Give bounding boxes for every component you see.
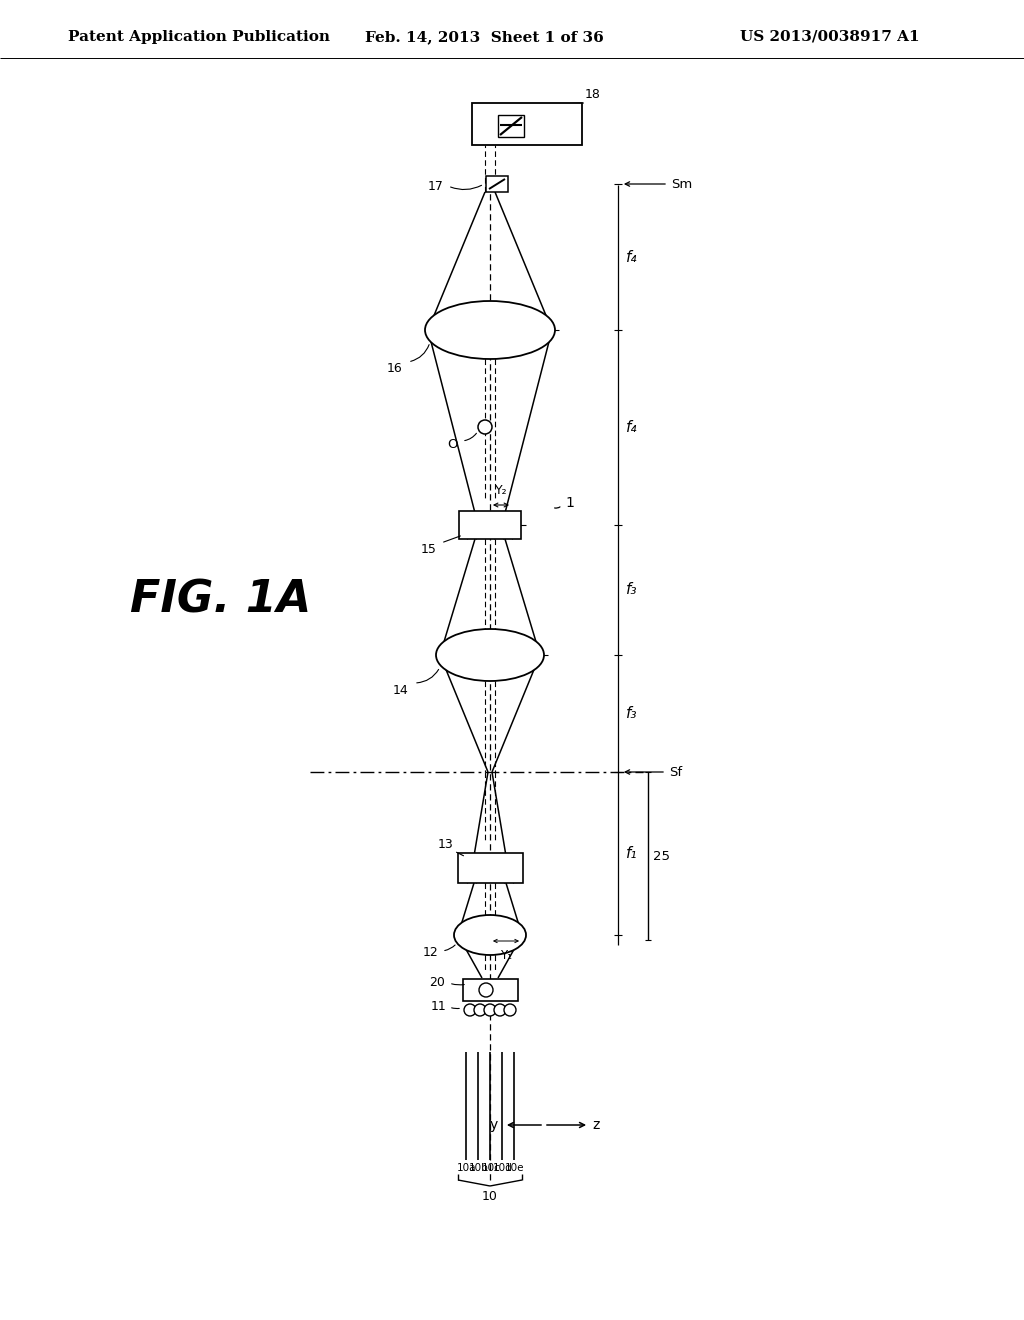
Text: 13: 13 [437, 838, 453, 851]
Text: 17: 17 [428, 180, 444, 193]
Bar [486, 176, 508, 191]
Bar [472, 103, 582, 145]
Text: z: z [592, 1118, 599, 1133]
Text: 1: 1 [565, 496, 573, 510]
Text: f₃: f₃ [626, 706, 638, 721]
Text: 11: 11 [430, 1001, 446, 1014]
Ellipse shape [425, 301, 555, 359]
Bar [459, 511, 521, 539]
Text: 10b: 10b [469, 1163, 488, 1173]
Text: 10c: 10c [481, 1163, 501, 1173]
Text: 18: 18 [585, 88, 601, 102]
Text: Sf: Sf [669, 766, 682, 779]
Circle shape [464, 1005, 476, 1016]
Text: Patent Application Publication: Patent Application Publication [68, 30, 330, 44]
Bar [458, 853, 523, 883]
Text: f₁: f₁ [626, 846, 638, 861]
Text: f₄: f₄ [626, 420, 638, 436]
Text: 10e: 10e [505, 1163, 524, 1173]
Text: Feb. 14, 2013  Sheet 1 of 36: Feb. 14, 2013 Sheet 1 of 36 [365, 30, 604, 44]
Ellipse shape [454, 915, 526, 954]
Text: 16: 16 [386, 362, 402, 375]
Circle shape [478, 420, 492, 434]
Ellipse shape [436, 630, 544, 681]
Bar [498, 115, 524, 137]
Bar [463, 979, 518, 1001]
Text: US 2013/0038917 A1: US 2013/0038917 A1 [740, 30, 920, 44]
Text: 10d: 10d [494, 1163, 513, 1173]
Text: 10: 10 [482, 1191, 498, 1203]
Text: 12: 12 [422, 946, 438, 960]
Text: 10a: 10a [458, 1163, 477, 1173]
Text: FIG. 1A: FIG. 1A [130, 578, 311, 622]
Text: f₃: f₃ [626, 582, 638, 598]
Circle shape [494, 1005, 506, 1016]
Text: 25: 25 [653, 850, 670, 862]
Text: f₄: f₄ [626, 249, 638, 264]
Text: 14: 14 [392, 684, 408, 697]
Circle shape [474, 1005, 486, 1016]
Circle shape [504, 1005, 516, 1016]
Text: Y₁: Y₁ [500, 949, 512, 962]
Circle shape [479, 983, 493, 997]
Text: Y₂: Y₂ [495, 484, 507, 498]
Text: 15: 15 [421, 543, 437, 556]
Circle shape [484, 1005, 496, 1016]
Text: y: y [489, 1118, 498, 1133]
Text: O: O [447, 438, 458, 451]
Text: Sm: Sm [671, 177, 692, 190]
Text: 20: 20 [429, 975, 445, 989]
